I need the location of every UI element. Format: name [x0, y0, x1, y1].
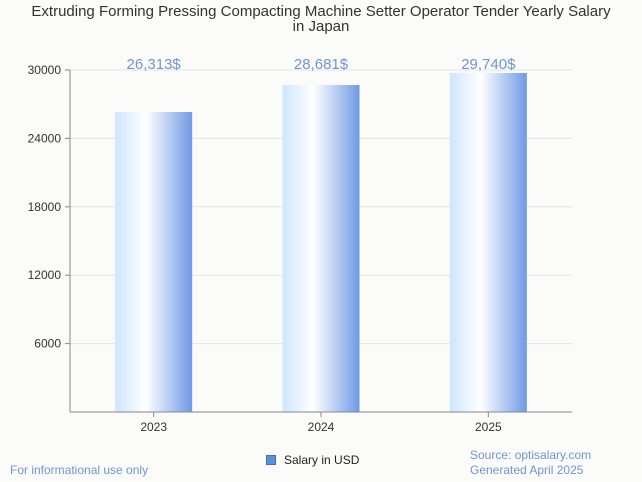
y-tick-label: 30000 — [28, 63, 62, 77]
bar — [115, 112, 193, 412]
x-tick-label: 2023 — [140, 420, 167, 434]
chart-title: Extruding Forming Pressing Compacting Ma… — [0, 4, 642, 34]
source-text: Source: optisalary.com — [470, 448, 592, 462]
y-tick-label: 12000 — [28, 268, 62, 282]
bar-value-label: 29,740$ — [461, 56, 516, 73]
y-tick-label: 18000 — [28, 200, 62, 214]
y-tick-label: 24000 — [28, 131, 62, 145]
x-tick-label: 2025 — [475, 420, 502, 434]
legend: Salary in USD — [266, 453, 359, 467]
disclaimer-text: For informational use only — [10, 463, 149, 477]
legend-swatch — [266, 455, 276, 465]
bar-value-label: 28,681$ — [294, 56, 349, 73]
chart-title-line-1: Extruding Forming Pressing Compacting Ma… — [31, 3, 611, 20]
bar — [282, 85, 360, 413]
generated-text: Generated April 2025 — [470, 463, 584, 477]
bar-value-label: 26,313$ — [127, 56, 182, 73]
y-tick-label: 6000 — [34, 337, 61, 351]
bar — [449, 72, 527, 413]
legend-label: Salary in USD — [284, 453, 360, 467]
source-block: Source: optisalary.com Generated April 2… — [470, 448, 591, 478]
chart-title-line-2: in Japan — [292, 18, 350, 35]
x-tick-label: 2024 — [308, 420, 335, 434]
